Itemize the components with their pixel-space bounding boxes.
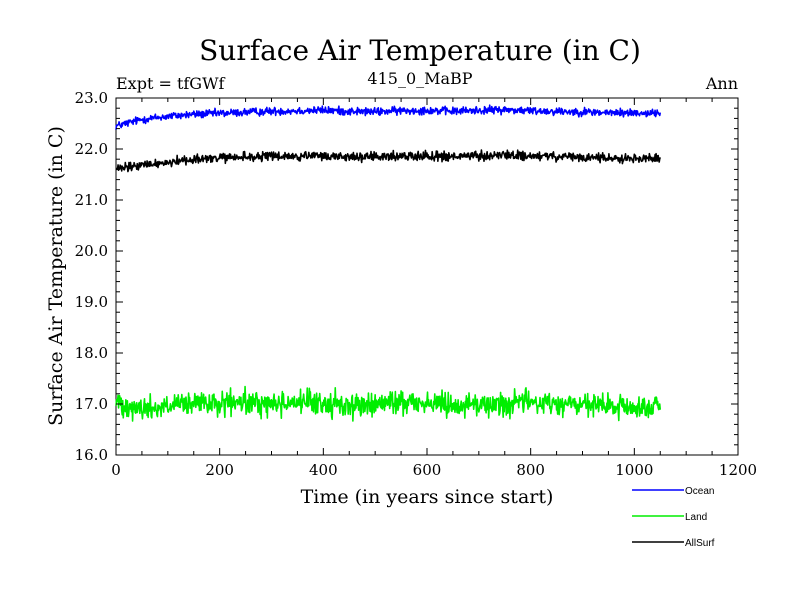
series-layer [115,104,662,422]
x-tick-label: 1200 [719,461,757,479]
x-tick-label: 1000 [615,461,653,479]
x-tick-label: 0 [111,461,121,479]
y-tick-label: 18.0 [75,344,108,362]
series-line-allsurf [115,149,662,173]
legend-label-ocean: Ocean [685,486,714,497]
season-label: Ann [705,74,738,93]
y-tick-label: 20.0 [75,242,108,260]
y-tick-label: 22.0 [75,140,108,158]
y-tick-label: 16.0 [75,446,108,464]
x-axis-ticks: 0 200 400 600 800 1000 1200 [111,98,757,479]
legend: Ocean Land AllSurf [632,486,715,549]
x-tick-label: 600 [413,461,442,479]
x-tick-label: 200 [205,461,234,479]
x-tick-label: 400 [309,461,338,479]
legend-label-land: Land [685,512,707,523]
y-axis-ticks: 16.0 17.0 18.0 19.0 20.0 21.0 22.0 23.0 [75,89,738,464]
legend-label-allsurf: AllSurf [685,538,715,549]
experiment-label: Expt = tfGWf [116,74,226,93]
y-axis-label: Surface Air Temperature (in C) [45,126,67,426]
series-line-land [115,385,662,422]
x-axis-label: Time (in years since start) [301,486,554,508]
y-tick-label: 17.0 [75,395,108,413]
y-tick-label: 21.0 [75,191,108,209]
chart-title: Surface Air Temperature (in C) [199,34,641,67]
series-line-ocean [115,104,662,130]
x-tick-label: 800 [516,461,545,479]
y-tick-label: 19.0 [75,293,108,311]
y-tick-label: 23.0 [75,89,108,107]
period-label: 415_0_MaBP [367,69,472,88]
